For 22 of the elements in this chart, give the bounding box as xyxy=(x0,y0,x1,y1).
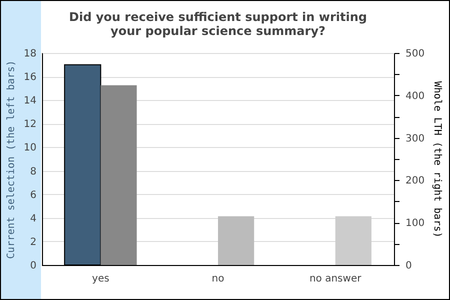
y-tick-label: 2 xyxy=(30,236,36,248)
y-tick-label: 10 xyxy=(24,142,36,154)
x-tick-label: no xyxy=(212,274,224,284)
y-tick-label: 14 xyxy=(24,96,36,107)
y-tick-label: 8 xyxy=(30,166,36,178)
y-tick-label: 18 xyxy=(24,48,36,60)
y-tick-label: 0 xyxy=(30,260,36,272)
x-tick-label: no answer xyxy=(309,274,362,284)
y-tick-label: 4 xyxy=(30,213,36,224)
y-tick-label: 16 xyxy=(24,72,36,84)
y-axis-title: Current selection (the left bars) xyxy=(6,60,17,259)
y2-tick-label: 200 xyxy=(406,176,425,187)
x-tick-label: yes xyxy=(92,274,110,284)
y-tick-label: 6 xyxy=(30,190,36,201)
y2-tick-label: 0 xyxy=(406,260,412,272)
y2-tick-label: 500 xyxy=(406,48,425,60)
y-tick-label: 12 xyxy=(24,119,36,130)
y2-tick-label: 100 xyxy=(406,218,425,230)
y2-tick-label: 400 xyxy=(406,90,425,102)
y2-axis-title: Whole LTH (the right bars) xyxy=(432,81,443,238)
chart-title: Did you receive sufficient support in writing your popular science summary? xyxy=(69,10,367,38)
y2-tick-label: 300 xyxy=(406,133,425,144)
